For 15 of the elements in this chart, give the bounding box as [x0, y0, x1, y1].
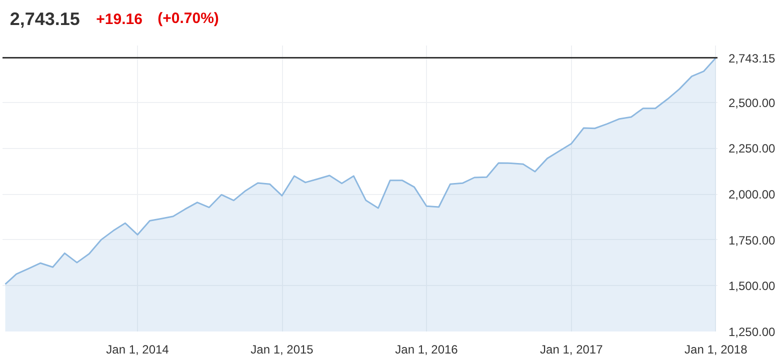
y-tick-label: 2,250.00: [728, 142, 776, 156]
x-tick-label: Jan 1, 2014: [106, 342, 170, 356]
y-tick-label: 2,500.00: [728, 96, 776, 110]
y-tick-label: 1,750.00: [728, 233, 776, 248]
text: +19.16: [96, 11, 142, 28]
text: (+0.70%): [158, 10, 219, 27]
x-tick-label: Jan 1, 2015: [250, 342, 314, 356]
y-tick-label: 1,500.00: [728, 279, 776, 294]
x-tick-label: Jan 1, 2017: [540, 342, 604, 356]
y-tick-label: 2,000.00: [728, 188, 776, 202]
y-tick-label: 1,250.00: [728, 325, 776, 339]
ref-line-label: 2,743.15: [728, 51, 776, 66]
text: 2,743.15: [10, 9, 80, 29]
x-tick-label: Jan 1, 2018: [684, 342, 748, 356]
x-tick-label: Jan 1, 2016: [395, 342, 458, 356]
